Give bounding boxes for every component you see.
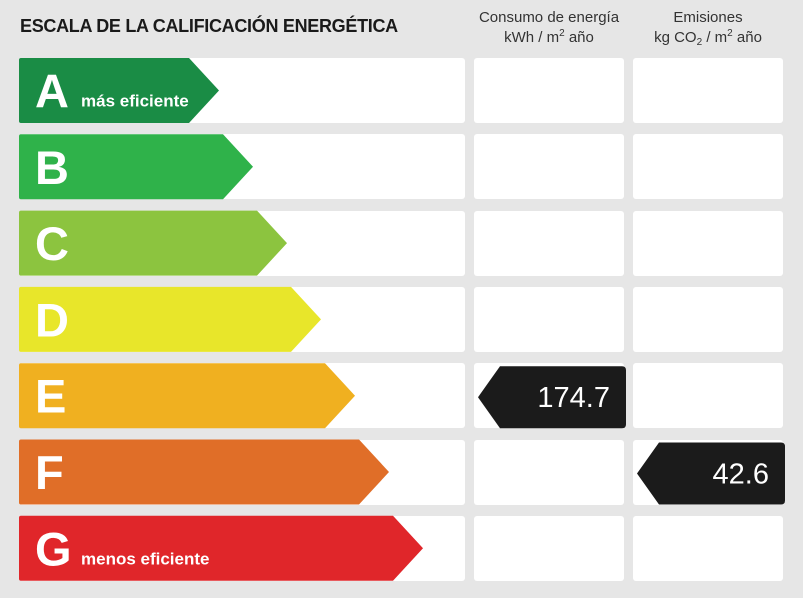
rating-bar-d	[19, 286, 321, 352]
rating-bar-c	[19, 210, 287, 276]
rating-cell	[474, 439, 624, 505]
rating-caption-a: más eficiente	[81, 92, 189, 111]
rating-cell	[633, 515, 783, 581]
rating-cell	[633, 210, 783, 276]
consumo-header-unit: kWh / m2 año	[504, 28, 594, 46]
emisiones-column-header: Emisiones kg CO2 / m2 año	[633, 8, 783, 50]
rating-letter-c: C	[35, 217, 69, 270]
rating-letter-b: B	[35, 141, 69, 194]
rating-bar-e	[19, 363, 355, 429]
emisiones-header-label: Emisiones	[673, 9, 743, 26]
rating-bar-a	[19, 58, 219, 123]
consumo-header-label: Consumo de energía	[478, 9, 620, 26]
rating-letter-a: A	[35, 65, 69, 118]
rating-cell	[474, 515, 624, 581]
rating-letter-d: D	[35, 293, 69, 346]
rating-cell	[474, 58, 624, 123]
rating-cell	[474, 134, 624, 200]
rating-marker	[478, 366, 626, 429]
rating-caption-g: menos eficiente	[81, 549, 210, 568]
consumo-column-header: Consumo de energía kWh / m2 año	[474, 8, 624, 50]
rating-bar-g	[19, 515, 423, 581]
rating-value-label: 42.6	[713, 459, 769, 491]
rating-cell	[474, 286, 624, 352]
rating-letter-g: G	[35, 522, 72, 575]
rating-cell	[633, 134, 783, 200]
rating-letter-e: E	[35, 370, 66, 423]
rating-marker	[637, 442, 785, 505]
rating-cell	[633, 363, 783, 429]
rating-value-label: 174.7	[537, 382, 610, 414]
rating-bar-f	[19, 439, 389, 505]
rating-cell	[633, 286, 783, 352]
rating-letter-f: F	[35, 446, 64, 499]
rating-cell	[474, 210, 624, 276]
rating-cell	[633, 58, 783, 123]
emisiones-header-unit: kg CO2 / m2 año	[654, 28, 762, 48]
chart-title: ESCALA DE LA CALIFICACIÓN ENERGÉTICA	[20, 16, 398, 36]
rating-bar-b	[19, 134, 253, 200]
